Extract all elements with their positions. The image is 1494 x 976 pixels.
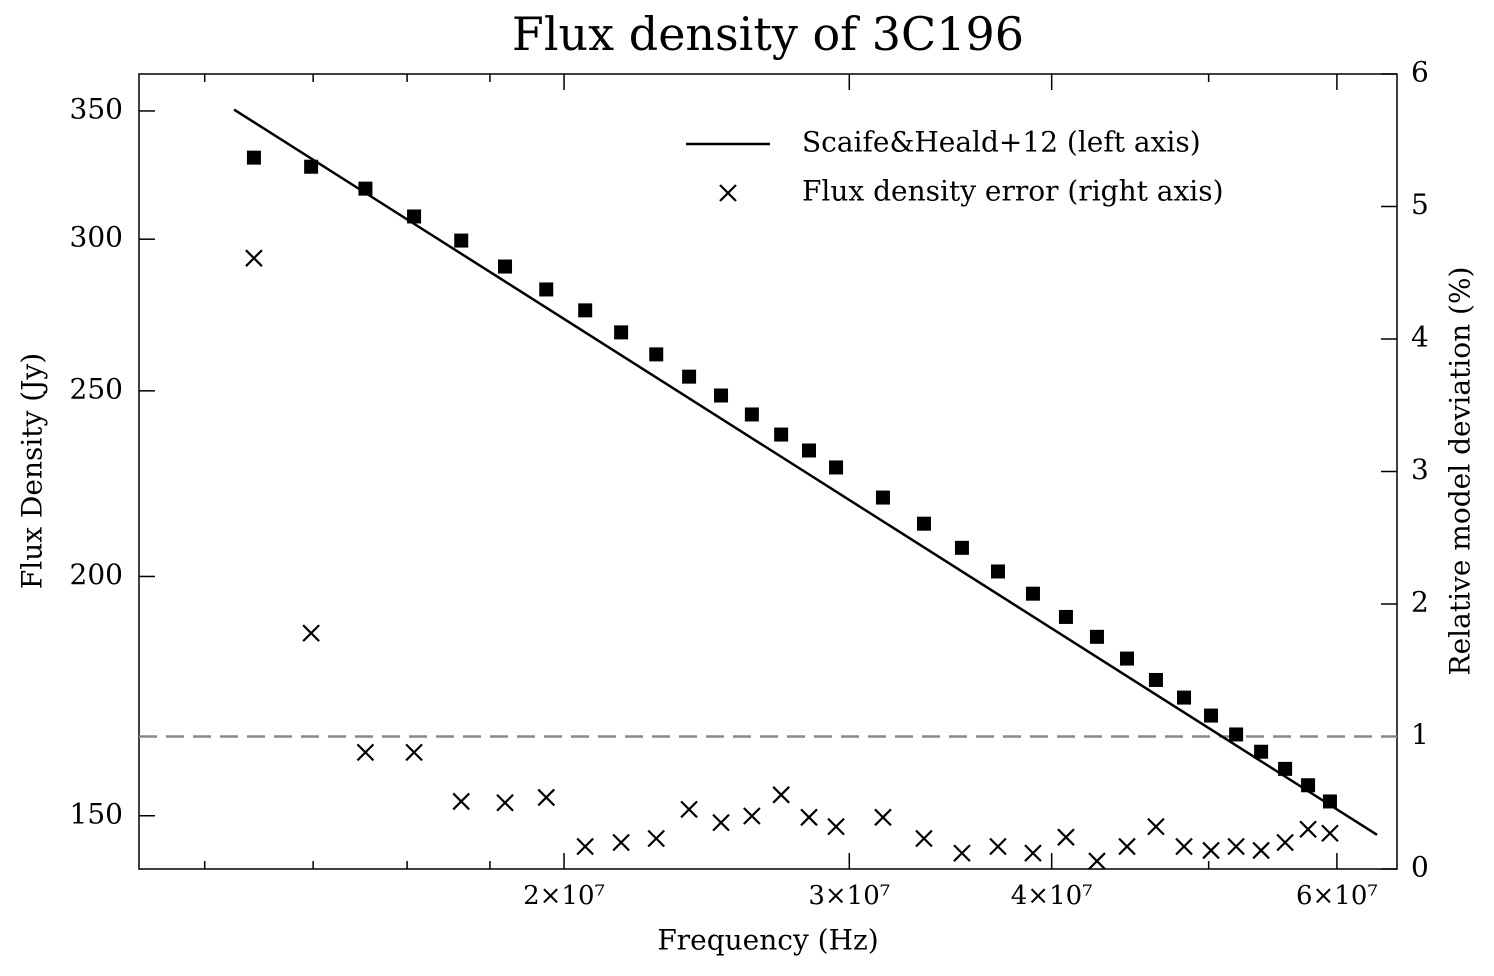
data-point — [682, 369, 697, 384]
data-point — [1089, 629, 1104, 644]
error-point — [1057, 828, 1075, 846]
chart-title: Flux density of 3C196 — [512, 7, 1024, 61]
error-point — [1024, 844, 1042, 862]
data-point — [1148, 672, 1163, 687]
data-point — [916, 516, 931, 531]
data-point — [829, 460, 844, 475]
data-point — [744, 407, 759, 422]
x-tick-label: 4×10⁷ — [1011, 881, 1093, 911]
data-point — [802, 443, 817, 458]
error-point — [452, 792, 470, 811]
y-tick-label: 200 — [70, 558, 123, 591]
data-point — [1177, 690, 1192, 705]
error-point — [989, 837, 1007, 856]
data-point — [1301, 778, 1316, 793]
legend-label: Flux density error (right axis) — [802, 175, 1224, 208]
error-point — [827, 817, 845, 836]
error-point — [1175, 837, 1193, 856]
legend-swatch — [719, 184, 737, 202]
error-point — [1321, 824, 1339, 843]
data-point — [1254, 744, 1269, 759]
data-point — [954, 540, 969, 555]
error-point — [1202, 841, 1220, 860]
y2-tick-label: 2 — [1411, 586, 1429, 619]
data-point — [875, 490, 890, 505]
error-point — [1252, 841, 1270, 860]
error-point — [772, 786, 790, 804]
error-point — [537, 788, 556, 807]
error-point — [800, 808, 818, 827]
y-axis-label: Flux Density (Jy) — [16, 353, 49, 589]
x-axis-label: Frequency (Hz) — [657, 924, 878, 957]
y2-tick-label: 1 — [1411, 718, 1429, 751]
data-point — [1058, 609, 1073, 624]
error-point — [874, 808, 892, 827]
data-point — [649, 347, 664, 362]
error-point — [576, 837, 594, 856]
data-point — [990, 564, 1005, 579]
error-point — [680, 800, 698, 819]
error-point — [953, 844, 971, 862]
y-tick-label: 150 — [70, 797, 123, 830]
x-tick-label: 6×10⁷ — [1296, 881, 1378, 911]
error-point — [647, 829, 666, 848]
y2-tick-label: 0 — [1411, 851, 1429, 884]
error-point — [1299, 820, 1317, 839]
y2-tick-label: 4 — [1411, 321, 1429, 354]
data-point — [358, 181, 373, 196]
y-tick-label: 250 — [70, 372, 123, 405]
error-point — [1276, 833, 1294, 852]
data-point — [1119, 651, 1134, 666]
data-point — [1025, 586, 1040, 601]
data-point — [304, 159, 319, 174]
error-point — [1088, 852, 1106, 870]
data-point — [1322, 794, 1337, 809]
error-point — [356, 743, 375, 762]
error-point — [245, 249, 263, 267]
data-point — [498, 259, 513, 274]
error-point — [496, 793, 514, 812]
data-point — [1204, 708, 1219, 723]
error-point — [712, 813, 730, 832]
x-tick-label: 3×10⁷ — [808, 881, 890, 911]
y2-tick-label: 5 — [1411, 188, 1429, 221]
error-point — [302, 624, 320, 642]
error-point — [743, 807, 761, 825]
data-point — [539, 282, 554, 297]
data-point — [1229, 727, 1244, 742]
error-point — [405, 743, 423, 762]
data-point — [407, 209, 422, 224]
data-point — [454, 233, 469, 248]
data-point — [774, 427, 789, 442]
error-point — [612, 833, 630, 852]
error-point — [1147, 817, 1165, 836]
y2-tick-label: 6 — [1411, 56, 1429, 89]
error-point — [1227, 837, 1245, 856]
data-point — [246, 150, 261, 165]
model-line — [233, 108, 1378, 836]
error-point — [1118, 837, 1136, 856]
error-point — [915, 829, 933, 848]
data-point — [1278, 761, 1293, 776]
legend-label: Scaife&Heald+12 (left axis) — [802, 126, 1201, 159]
data-point — [614, 325, 629, 340]
data-point — [578, 303, 593, 318]
y2-tick-label: 3 — [1411, 453, 1429, 486]
y-tick-label: 300 — [70, 221, 123, 254]
x-tick-label: 2×10⁷ — [523, 881, 605, 911]
y-tick-label: 350 — [70, 92, 123, 125]
data-point — [714, 388, 729, 403]
y2-axis-label: Relative model deviation (%) — [1444, 267, 1477, 676]
